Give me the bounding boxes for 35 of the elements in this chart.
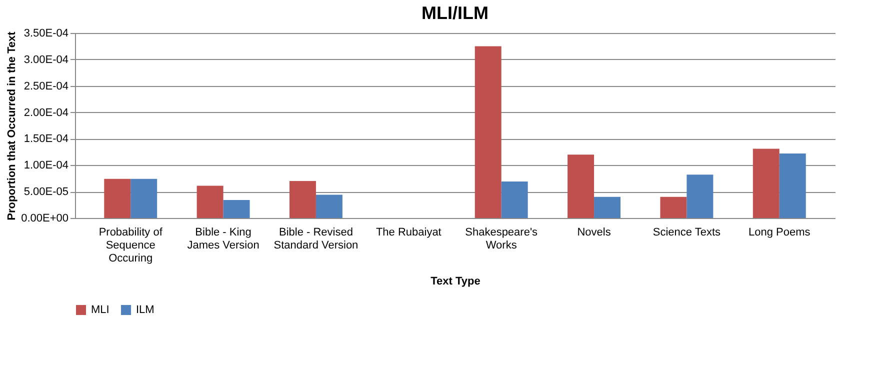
- bar: [568, 154, 594, 218]
- bar: [289, 181, 316, 218]
- y-tick-label: 5.00E-05: [24, 186, 68, 198]
- y-tick-label: 1.00E-04: [24, 160, 68, 172]
- x-tick-label: Science Texts: [652, 226, 722, 238]
- bar: [779, 154, 806, 218]
- bar: [104, 178, 131, 218]
- bar: [474, 46, 502, 218]
- chart-title: MLI/ILM: [422, 3, 488, 23]
- y-tick-label: 2.50E-04: [24, 80, 68, 92]
- x-tick-label: Bible - King James Version: [187, 226, 260, 252]
- x-axis-title: Text Type: [430, 276, 480, 288]
- legend-label: MLI: [91, 304, 110, 316]
- x-tick-label: Bible - Revised Standard Version: [274, 226, 358, 252]
- bar: [130, 178, 158, 218]
- y-tick-label: 0.00E+00: [21, 212, 68, 224]
- y-tick-label: 2.00E-04: [24, 106, 68, 119]
- bar: [316, 194, 342, 218]
- x-tick-label: Probability of Sequence Occuring: [98, 226, 164, 264]
- bar: [752, 148, 780, 218]
- x-tick-label: The Rubaiyat: [376, 226, 442, 238]
- bar: [686, 174, 714, 218]
- y-axis-title: Proportion that Occurred in the Text: [6, 31, 18, 220]
- y-tick-label: 3.00E-04: [24, 54, 68, 66]
- x-tick-label: Novels: [577, 226, 612, 238]
- bar: [196, 186, 224, 218]
- x-tick-label: Long Poems: [748, 226, 811, 238]
- bar: [594, 196, 621, 218]
- bar: [660, 196, 687, 218]
- bar: [223, 200, 250, 218]
- y-tick-label: 1.50E-04: [24, 133, 68, 146]
- y-tick-label: 3.50E-04: [24, 28, 68, 40]
- x-tick-label: Shakespeare's Works: [465, 226, 538, 252]
- bar: [501, 182, 528, 218]
- legend-label: ILM: [136, 304, 154, 316]
